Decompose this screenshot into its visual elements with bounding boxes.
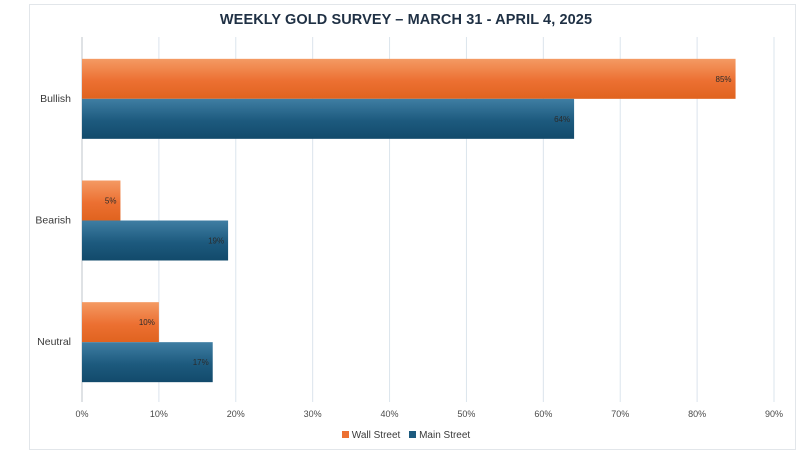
bar-wall-street-bearish [82, 180, 121, 221]
x-tick-label-20: 20% [227, 409, 245, 419]
data-label-wall-street-bullish: 85% [716, 75, 732, 84]
data-label-main-street-bullish: 64% [554, 115, 570, 124]
x-tick-label-40: 40% [381, 409, 399, 419]
legend-label-wall-street: Wall Street [351, 430, 401, 441]
bar-main-street-neutral [82, 342, 213, 383]
x-tick-label-70: 70% [611, 409, 629, 419]
legend-item-main-street: Main Street [409, 430, 470, 441]
x-tick-label-0: 0% [75, 409, 88, 419]
legend-item-wall-street: Wall Street [341, 430, 401, 441]
data-label-wall-street-bearish: 5% [105, 197, 117, 206]
legend-swatch-main-street [409, 431, 417, 438]
category-label-bearish: Bearish [35, 215, 71, 227]
x-tick-label-50: 50% [457, 409, 475, 419]
x-tick-label-90: 90% [765, 409, 783, 419]
category-label-neutral: Neutral [37, 336, 71, 348]
x-tick-label-10: 10% [150, 409, 168, 419]
legend-label-main-street: Main Street [419, 430, 471, 441]
bar-wall-street-bullish [82, 58, 736, 99]
x-tick-label-60: 60% [534, 409, 552, 419]
bar-main-street-bullish [82, 98, 575, 139]
bar-wall-street-neutral [82, 302, 159, 343]
chart-title: WEEKLY GOLD SURVEY – MARCH 31 - APRIL 4,… [219, 12, 593, 28]
x-tick-label-30: 30% [304, 409, 322, 419]
chart-legend: Wall Street Main Street [0, 430, 812, 441]
legend-swatch-wall-street [341, 431, 349, 438]
category-label-bullish: Bullish [40, 93, 71, 105]
data-label-main-street-bearish: 19% [208, 237, 224, 246]
bar-main-street-bearish [82, 220, 229, 261]
data-label-main-street-neutral: 17% [193, 358, 209, 367]
data-label-wall-street-neutral: 10% [139, 318, 155, 327]
x-tick-label-80: 80% [688, 409, 706, 419]
